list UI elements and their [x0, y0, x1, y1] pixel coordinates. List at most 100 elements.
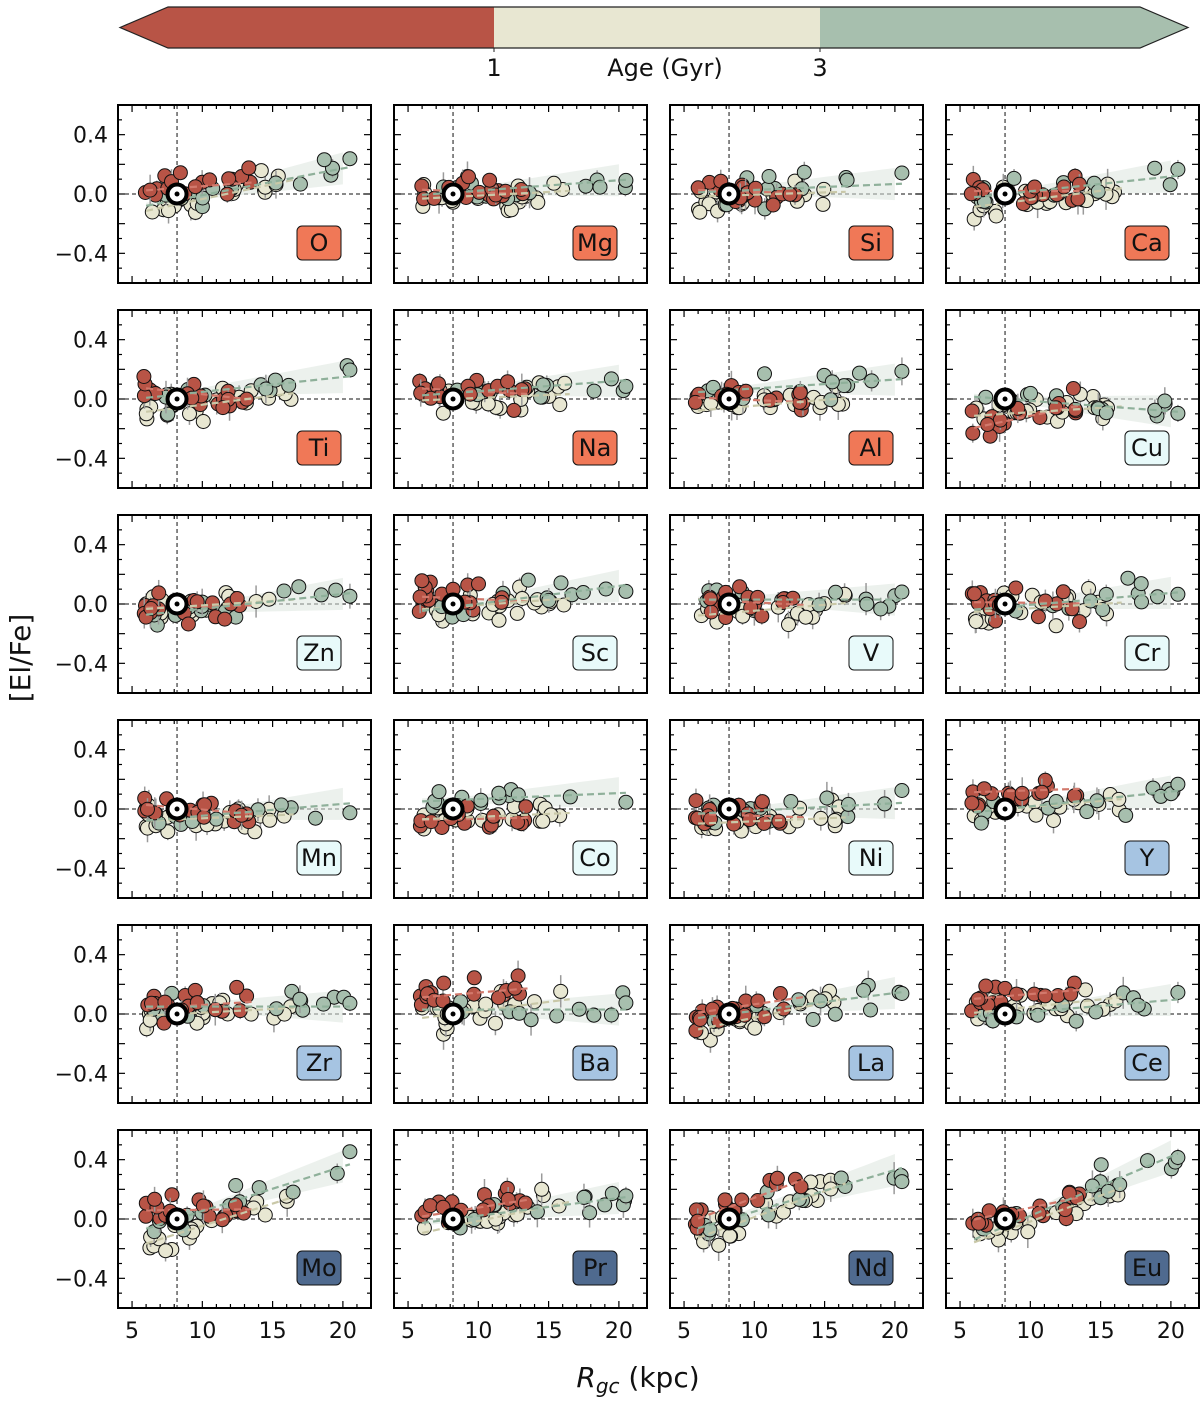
x-tick-label: 5 — [953, 1319, 967, 1344]
element-label-box — [572, 225, 618, 261]
star-point-old — [757, 366, 772, 382]
star-point-young — [964, 403, 980, 419]
sun-symbol-dot — [450, 396, 456, 402]
x-tick-label: 10 — [740, 1319, 768, 1344]
x-tick-label: 5 — [125, 1319, 139, 1344]
star-point-young — [734, 1192, 750, 1208]
star-point-intermediate — [815, 196, 831, 212]
sun-symbol-dot — [450, 601, 456, 607]
star-point-young — [423, 814, 439, 830]
star-point-young — [147, 1191, 163, 1207]
star-point-old — [473, 792, 489, 808]
panel-cr: Cr — [945, 514, 1200, 694]
x-tick-label: 5 — [401, 1319, 415, 1344]
star-point-young — [765, 197, 781, 213]
star-point-old — [292, 991, 308, 1007]
sun-symbol-dot — [450, 806, 456, 812]
trend-line-young — [422, 387, 528, 396]
colorbar-tick-label: 3 — [812, 54, 827, 82]
star-point-old — [805, 1012, 821, 1027]
element-label-box — [572, 430, 618, 466]
trend-line-intermediate — [146, 813, 294, 822]
star-point-old — [1134, 594, 1149, 610]
element-label: Mg — [577, 229, 613, 257]
star-point-young — [976, 781, 992, 797]
panel-y: Y — [945, 719, 1200, 899]
star-point-old — [285, 1184, 301, 1200]
star-point-old — [603, 1007, 619, 1023]
x-tick-label: 20 — [329, 1319, 357, 1344]
star-point-old — [342, 151, 358, 167]
star-point-old — [813, 993, 829, 1009]
star-point-old — [1006, 170, 1022, 186]
star-point-old — [549, 1008, 565, 1024]
star-point-young — [234, 807, 250, 823]
star-point-intermediate — [257, 1207, 273, 1223]
star-point-old — [582, 1205, 598, 1221]
element-label-box — [848, 635, 894, 671]
element-label: V — [863, 639, 880, 667]
star-point-old — [894, 783, 910, 798]
element-label-box — [572, 840, 618, 876]
trend-line-young — [974, 601, 1080, 605]
panel-zr: 0.4 0.0 −0.4 Zr — [55, 924, 372, 1104]
star-point-young — [517, 1195, 533, 1211]
star-point-young — [1030, 609, 1046, 625]
y-tick-label: 0.0 — [73, 1208, 108, 1233]
star-point-old — [1170, 586, 1186, 602]
star-point-intermediate — [534, 1181, 550, 1197]
star-point-old — [1023, 385, 1038, 401]
y-tick-label: −0.4 — [55, 242, 108, 267]
trend-line-young — [145, 387, 252, 401]
star-point-old — [342, 995, 358, 1011]
x-axis-title-sub: gc — [596, 1374, 620, 1398]
star-point-old — [973, 815, 989, 831]
star-point-young — [435, 993, 451, 1009]
star-point-old — [894, 363, 910, 379]
element-label-box — [848, 225, 894, 261]
y-tick-label: 0.4 — [73, 534, 108, 559]
x-tick-label: 10 — [1016, 1319, 1044, 1344]
element-label: Zn — [303, 639, 335, 667]
star-point-old — [535, 377, 551, 393]
sun-symbol-dot — [174, 1216, 180, 1222]
panel-ni: Ni — [669, 719, 924, 899]
star-point-intermediate — [261, 591, 277, 607]
star-point-young — [1037, 988, 1053, 1004]
star-point-young — [1071, 176, 1087, 192]
star-point-old — [511, 1005, 527, 1021]
star-point-young — [732, 579, 748, 595]
star-point-old — [342, 362, 358, 378]
star-point-young — [748, 180, 764, 196]
sun-symbol-dot — [726, 191, 732, 197]
star-point-old — [431, 784, 447, 800]
star-point-old — [586, 1007, 602, 1023]
trend-line-intermediate — [145, 1195, 295, 1245]
x-tick-label: 10 — [464, 1319, 492, 1344]
star-point-young — [963, 186, 979, 202]
star-point-young — [151, 585, 167, 601]
element-label: Sc — [581, 639, 609, 667]
x-tick-label: 20 — [1157, 1319, 1185, 1344]
star-point-young — [1055, 584, 1071, 600]
sun-symbol-dot — [174, 601, 180, 607]
star-point-old — [228, 1178, 244, 1193]
star-point-young — [793, 1179, 809, 1195]
star-point-old — [1130, 997, 1146, 1013]
star-point-intermediate — [182, 406, 197, 422]
panel-plot-area — [946, 1130, 1199, 1308]
star-point-old — [827, 1006, 843, 1022]
panel-mn: 0.4 0.0 −0.4 Mn — [55, 719, 372, 899]
star-point-intermediate — [798, 609, 814, 625]
star-point-old — [1170, 162, 1186, 177]
colorbar-tick-label: 1 — [486, 54, 501, 82]
star-point-old — [618, 794, 634, 810]
star-point-intermediate — [747, 1020, 763, 1036]
star-point-young — [221, 171, 237, 187]
star-point-intermediate — [557, 375, 573, 391]
star-point-intermediate — [553, 983, 569, 999]
element-label: Si — [860, 229, 882, 257]
panel-plot-area — [670, 515, 923, 693]
y-tick-label: −0.4 — [55, 857, 108, 882]
star-point-intermediate — [1081, 581, 1097, 596]
